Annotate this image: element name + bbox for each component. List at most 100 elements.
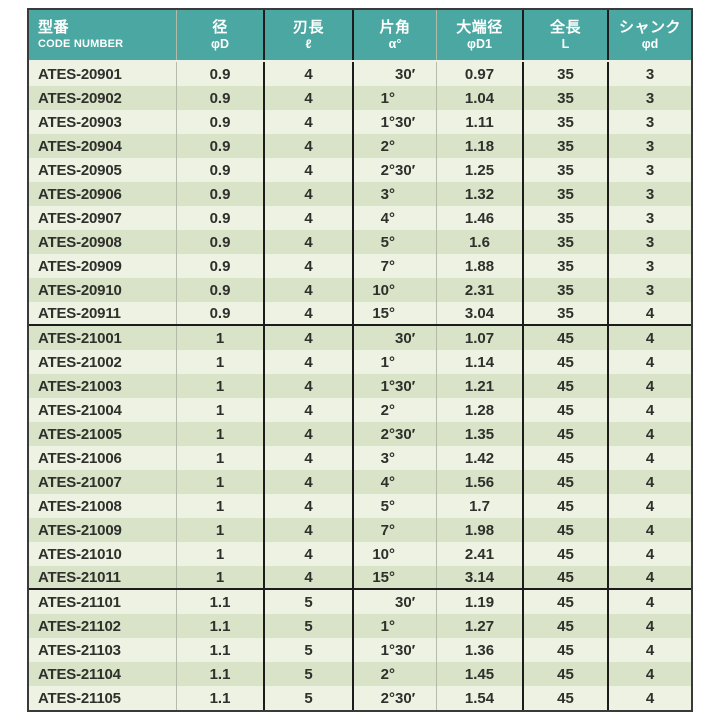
shank-diameter-cell: 4 xyxy=(645,689,655,707)
overall-length-cell: 35 xyxy=(524,302,609,324)
code-number-cell: ATES-21101 xyxy=(29,590,177,614)
flute-length-cell: 4 xyxy=(265,542,354,566)
half-angle-cell: 15° xyxy=(354,566,437,588)
table-row: ATES-21105 1.1 5 2° 30′ 1.54 45 4 xyxy=(29,686,691,710)
diameter-cell: 1 xyxy=(177,542,265,566)
half-angle-cell: 1° xyxy=(354,86,437,110)
diameter-cell: 1 xyxy=(177,398,265,422)
header-flute-length: 刃長 ℓ xyxy=(265,10,354,60)
angle-degrees: 2° xyxy=(380,401,395,419)
flute-length-cell: 4 xyxy=(265,326,354,350)
code-number-cell: ATES-21011 xyxy=(29,566,177,588)
diameter-cell: 1 xyxy=(177,566,265,588)
shank-diameter-cell: 4 xyxy=(645,617,655,635)
table-row: ATES-20908 0.9 4 5° 1.6 35 3 xyxy=(29,230,691,254)
overall-length-cell: 45 xyxy=(524,446,609,470)
diameter-cell: 0.9 xyxy=(177,62,265,86)
table-row: ATES-21009 1 4 7° 1.98 45 4 xyxy=(29,518,691,542)
half-angle-cell: 10° xyxy=(354,542,437,566)
large-end-diameter-cell: 1.04 xyxy=(437,86,524,110)
half-angle-cell: 1° 30′ xyxy=(354,110,437,134)
table-row: ATES-20907 0.9 4 4° 1.46 35 3 xyxy=(29,206,691,230)
header-flute-length-label: 刃長 xyxy=(292,19,324,36)
shank-diameter-cell: 3 xyxy=(645,209,655,227)
code-number-cell: ATES-21004 xyxy=(29,398,177,422)
angle-minutes: 30′ xyxy=(395,65,416,83)
large-end-diameter-cell: 1.98 xyxy=(437,518,524,542)
shank-diameter-cell: 4 xyxy=(645,304,655,322)
table-row: ATES-21007 1 4 4° 1.56 45 4 xyxy=(29,470,691,494)
spec-table: 型番 CODE NUMBER 径 φD 刃長 ℓ 片角 α° 大端径 φD1 全… xyxy=(27,8,693,712)
shank-diameter-cell: 3 xyxy=(645,65,655,83)
half-angle-cell: 4° xyxy=(354,470,437,494)
shank-diameter-cell: 4 xyxy=(645,425,655,443)
header-diameter-sublabel: φD xyxy=(211,37,229,51)
angle-minutes: 30′ xyxy=(395,329,416,347)
angle-minutes: 30′ xyxy=(395,377,416,395)
code-number-cell: ATES-21007 xyxy=(29,470,177,494)
overall-length-cell: 45 xyxy=(524,614,609,638)
flute-length-cell: 4 xyxy=(265,566,354,588)
flute-length-cell: 4 xyxy=(265,206,354,230)
angle-degrees: 10° xyxy=(372,281,395,299)
shank-diameter-cell: 4 xyxy=(645,377,655,395)
code-number-cell: ATES-20905 xyxy=(29,158,177,182)
header-flute-length-sublabel: ℓ xyxy=(305,37,312,51)
table-row: ATES-20911 0.9 4 15° 3.04 35 4 xyxy=(29,302,691,326)
overall-length-cell: 35 xyxy=(524,230,609,254)
flute-length-cell: 4 xyxy=(265,86,354,110)
shank-diameter-cell: 4 xyxy=(645,593,655,611)
header-large-end-diameter: 大端径 φD1 xyxy=(437,10,524,60)
large-end-diameter-cell: 2.41 xyxy=(437,542,524,566)
overall-length-cell: 35 xyxy=(524,62,609,86)
diameter-cell: 0.9 xyxy=(177,230,265,254)
code-number-cell: ATES-20906 xyxy=(29,182,177,206)
diameter-cell: 1.1 xyxy=(177,662,265,686)
diameter-cell: 0.9 xyxy=(177,182,265,206)
code-number-cell: ATES-20908 xyxy=(29,230,177,254)
flute-length-cell: 5 xyxy=(265,662,354,686)
table-row: ATES-21001 1 4 30′ 1.07 45 4 xyxy=(29,326,691,350)
overall-length-cell: 45 xyxy=(524,590,609,614)
large-end-diameter-cell: 1.32 xyxy=(437,182,524,206)
large-end-diameter-cell: 1.11 xyxy=(437,110,524,134)
overall-length-cell: 45 xyxy=(524,350,609,374)
large-end-diameter-cell: 1.56 xyxy=(437,470,524,494)
diameter-cell: 0.9 xyxy=(177,134,265,158)
code-number-cell: ATES-21008 xyxy=(29,494,177,518)
overall-length-cell: 35 xyxy=(524,134,609,158)
large-end-diameter-cell: 1.88 xyxy=(437,254,524,278)
angle-degrees: 15° xyxy=(372,304,395,322)
code-number-cell: ATES-21001 xyxy=(29,326,177,350)
angle-degrees: 1° xyxy=(380,89,395,107)
diameter-cell: 1.1 xyxy=(177,614,265,638)
shank-diameter-cell: 4 xyxy=(645,353,655,371)
large-end-diameter-cell: 1.7 xyxy=(437,494,524,518)
table-row: ATES-21102 1.1 5 1° 1.27 45 4 xyxy=(29,614,691,638)
large-end-diameter-cell: 1.6 xyxy=(437,230,524,254)
large-end-diameter-cell: 1.14 xyxy=(437,350,524,374)
half-angle-cell: 7° xyxy=(354,518,437,542)
angle-degrees: 1° xyxy=(380,641,395,659)
flute-length-cell: 5 xyxy=(265,686,354,710)
code-number-cell: ATES-21104 xyxy=(29,662,177,686)
flute-length-cell: 4 xyxy=(265,278,354,302)
angle-minutes: 30′ xyxy=(395,641,416,659)
diameter-cell: 1 xyxy=(177,350,265,374)
code-number-cell: ATES-20902 xyxy=(29,86,177,110)
angle-degrees: 1° xyxy=(380,617,395,635)
table-row: ATES-21003 1 4 1° 30′ 1.21 45 4 xyxy=(29,374,691,398)
code-number-cell: ATES-20903 xyxy=(29,110,177,134)
half-angle-cell: 2° 30′ xyxy=(354,686,437,710)
diameter-cell: 1.1 xyxy=(177,638,265,662)
large-end-diameter-cell: 1.46 xyxy=(437,206,524,230)
angle-minutes: 30′ xyxy=(395,113,416,131)
half-angle-cell: 30′ xyxy=(354,62,437,86)
table-row: ATES-20904 0.9 4 2° 1.18 35 3 xyxy=(29,134,691,158)
header-diameter: 径 φD xyxy=(177,10,265,60)
code-number-cell: ATES-21003 xyxy=(29,374,177,398)
half-angle-cell: 1° xyxy=(354,614,437,638)
large-end-diameter-cell: 1.18 xyxy=(437,134,524,158)
angle-minutes: 30′ xyxy=(395,425,416,443)
shank-diameter-cell: 3 xyxy=(645,233,655,251)
